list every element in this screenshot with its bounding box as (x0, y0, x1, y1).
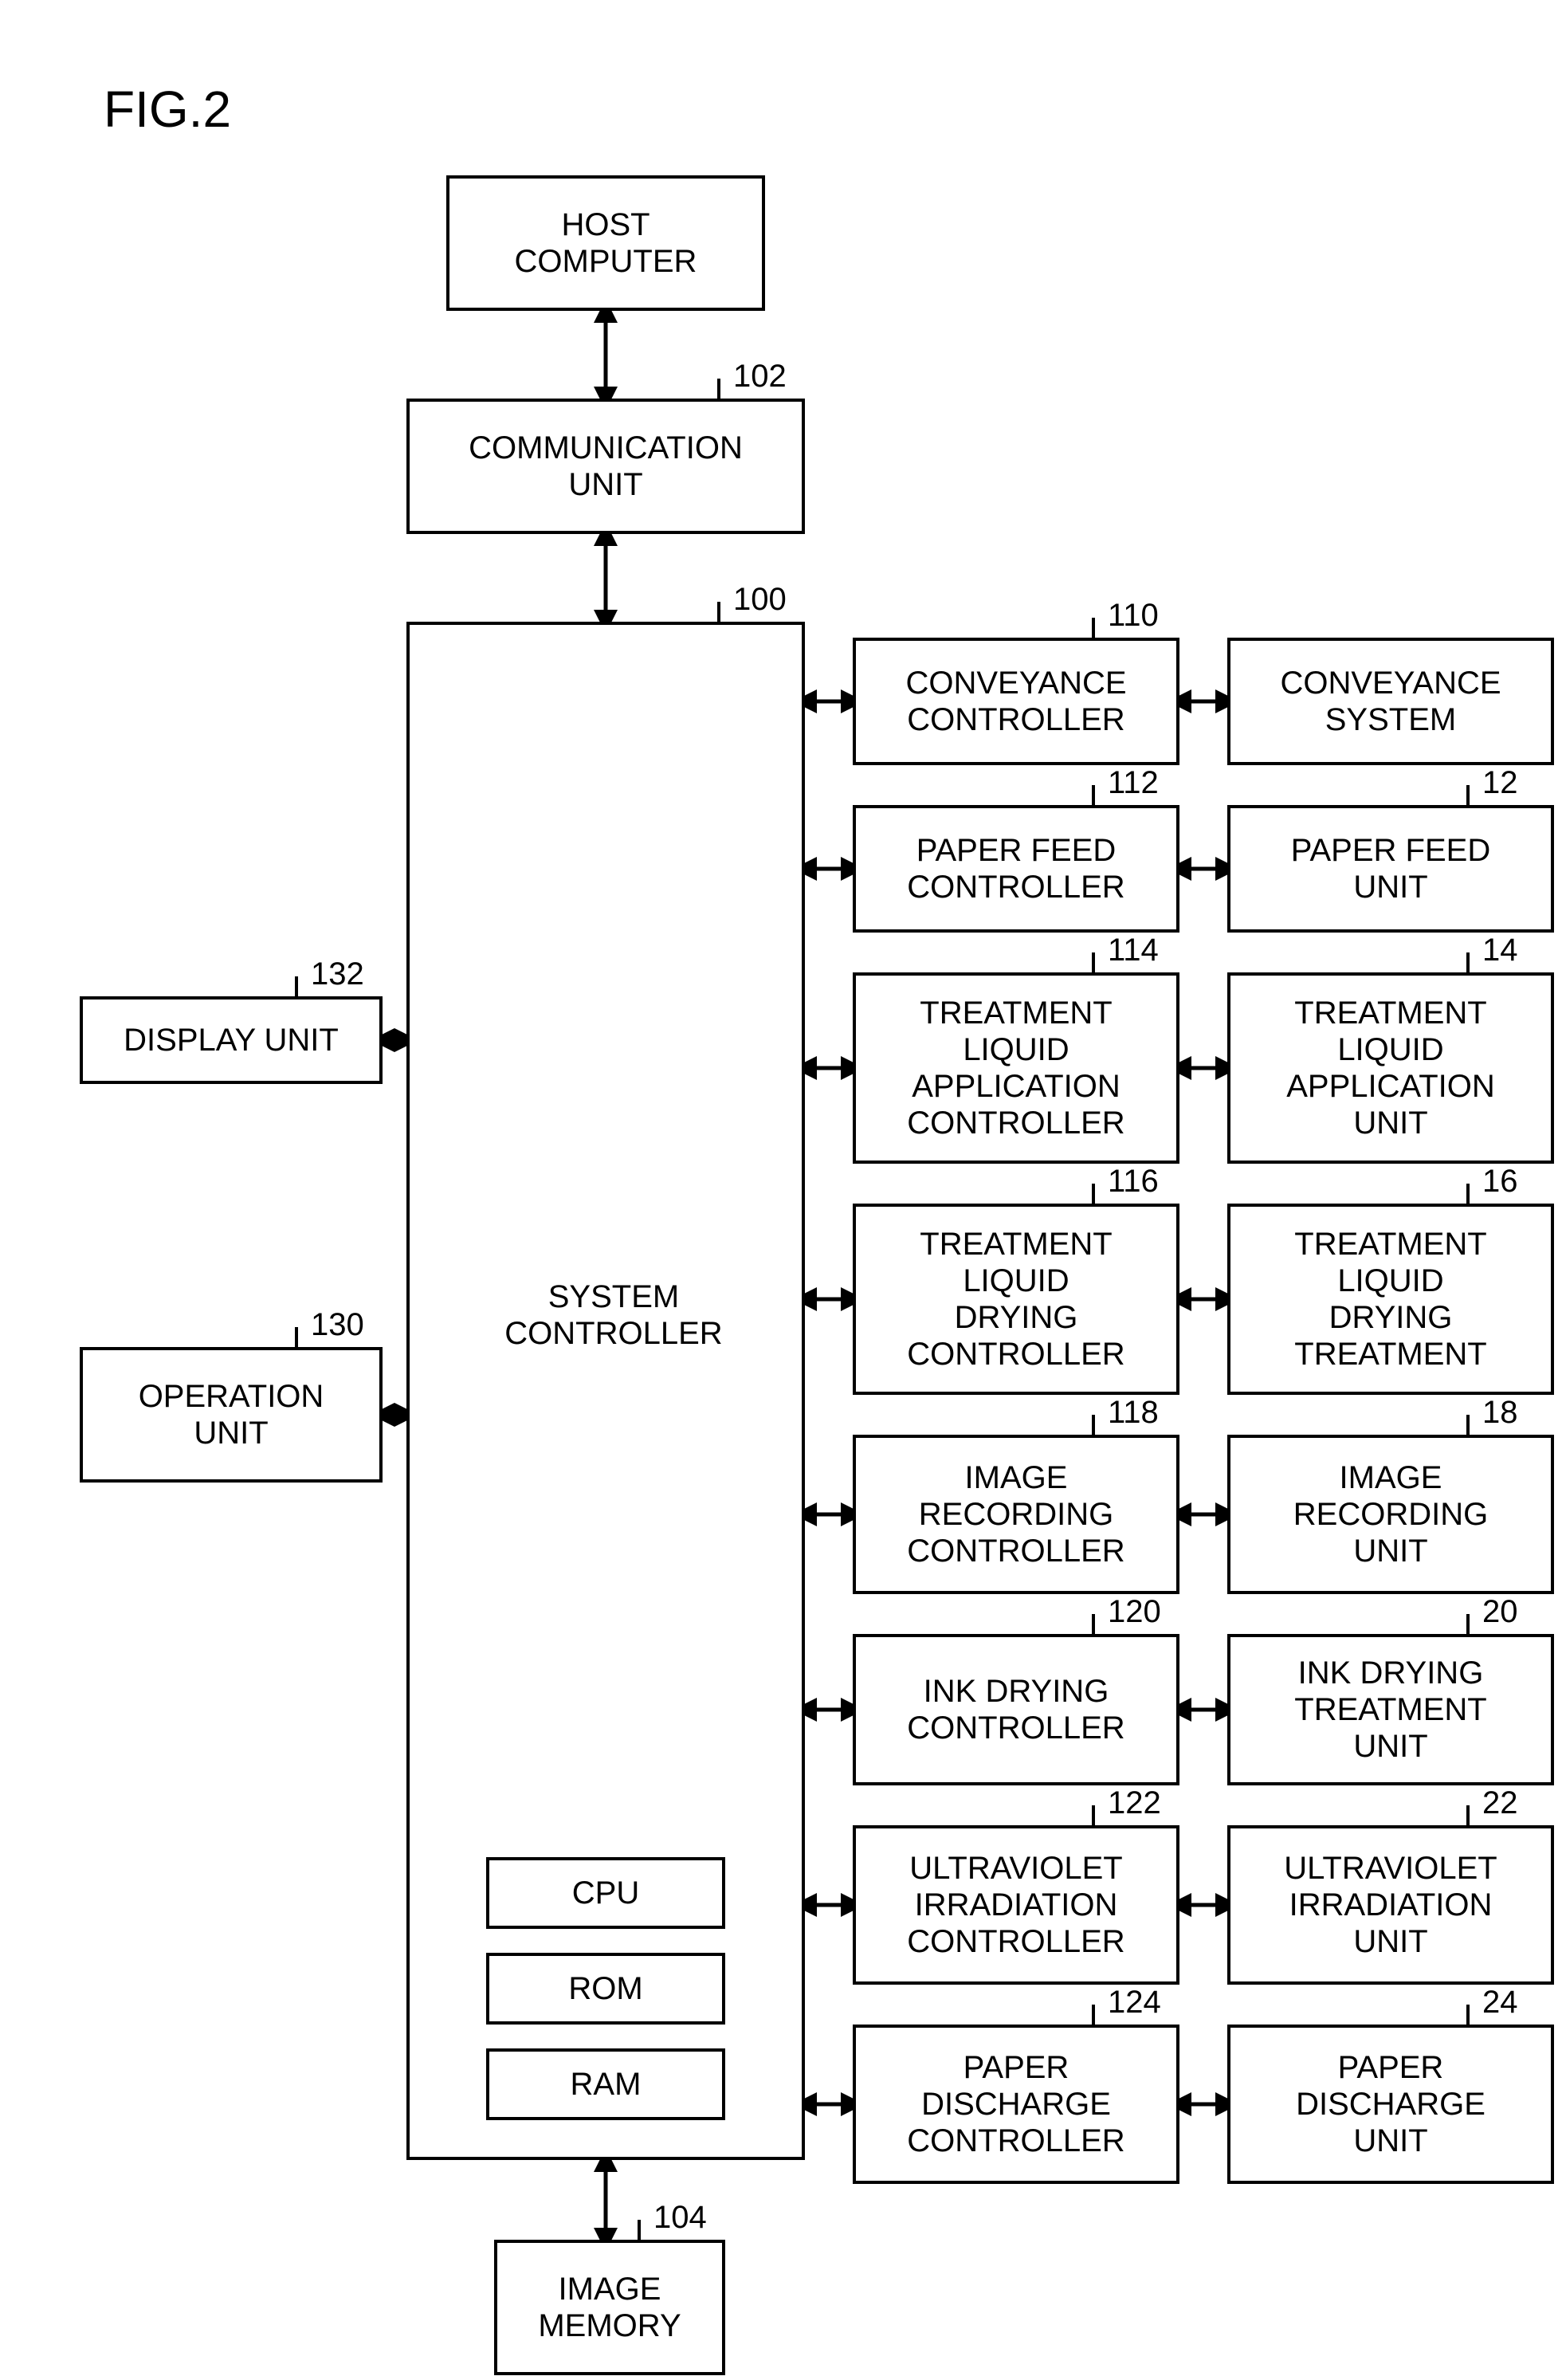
reference-tick (1466, 1805, 1470, 1825)
block-host: HOSTCOMPUTER (446, 175, 765, 311)
reference-tick (1466, 1614, 1470, 1634)
reference-tick (1092, 618, 1095, 638)
reference-tick (717, 602, 720, 622)
block-c124: PAPERDISCHARGECONTROLLER (853, 2025, 1179, 2184)
reference-number: 120 (1108, 1594, 1161, 1630)
reference-number: 118 (1108, 1395, 1159, 1431)
block-u12: PAPER FEEDUNIT (1227, 805, 1554, 933)
reference-number: 24 (1482, 1985, 1518, 2021)
reference-tick (1466, 952, 1470, 972)
block-sys: SYSTEMCONTROLLER (406, 622, 805, 2160)
block-c114: TREATMENTLIQUIDAPPLICATIONCONTROLLER (853, 972, 1179, 1164)
block-u24: PAPERDISCHARGEUNIT (1227, 2025, 1554, 2184)
reference-number: 22 (1482, 1785, 1518, 1821)
reference-tick (1466, 1184, 1470, 1204)
block-operation: OPERATIONUNIT (80, 1347, 383, 1483)
reference-tick (1092, 1415, 1095, 1435)
block-diagram: FIG.2 HOSTCOMPUTER COMMUNICATIONUNIT 102 SY… (32, 32, 1562, 2348)
block-u18: IMAGERECORDINGUNIT (1227, 1435, 1554, 1594)
system-controller-label: SYSTEMCONTROLLER (418, 1278, 810, 1352)
reference-number: 112 (1108, 765, 1159, 801)
reference-number: 102 (733, 359, 787, 395)
reference-tick (1466, 785, 1470, 805)
reference-number: 12 (1482, 765, 1518, 801)
reference-number: 18 (1482, 1395, 1518, 1431)
reference-tick (1092, 2005, 1095, 2025)
block-c120: INK DRYINGCONTROLLER (853, 1634, 1179, 1785)
sys-rom: ROM (486, 1953, 725, 2025)
reference-number: 20 (1482, 1594, 1518, 1630)
reference-tick (295, 1327, 298, 1347)
block-c112: PAPER FEEDCONTROLLER (853, 805, 1179, 933)
block-display: DISPLAY UNIT (80, 996, 383, 1084)
sys-cpu: CPU (486, 1857, 725, 1929)
reference-tick (1092, 1184, 1095, 1204)
block-u110: CONVEYANCESYSTEM (1227, 638, 1554, 765)
reference-tick (638, 2220, 641, 2240)
reference-tick (1092, 785, 1095, 805)
reference-number: 100 (733, 582, 787, 618)
sys-ram: RAM (486, 2048, 725, 2120)
block-u20: INK DRYINGTREATMENTUNIT (1227, 1634, 1554, 1785)
reference-tick (1092, 1805, 1095, 1825)
reference-tick (1092, 1614, 1095, 1634)
reference-number: 110 (1108, 598, 1159, 634)
block-u22: ULTRAVIOLETIRRADIATIONUNIT (1227, 1825, 1554, 1985)
block-comm: COMMUNICATIONUNIT (406, 399, 805, 534)
figure-label: FIG.2 (104, 80, 231, 139)
reference-number: 114 (1108, 933, 1159, 968)
reference-number: 124 (1108, 1985, 1161, 2021)
reference-number: 14 (1482, 933, 1518, 968)
reference-number: 132 (311, 956, 364, 992)
reference-tick (1466, 1415, 1470, 1435)
reference-number: 130 (311, 1307, 364, 1343)
block-c118: IMAGERECORDINGCONTROLLER (853, 1435, 1179, 1594)
reference-number: 122 (1108, 1785, 1161, 1821)
block-c116: TREATMENTLIQUIDDRYINGCONTROLLER (853, 1204, 1179, 1395)
reference-tick (1466, 2005, 1470, 2025)
block-c110: CONVEYANCECONTROLLER (853, 638, 1179, 765)
reference-number: 104 (653, 2200, 707, 2236)
reference-tick (717, 379, 720, 399)
block-u14: TREATMENTLIQUIDAPPLICATIONUNIT (1227, 972, 1554, 1164)
reference-tick (295, 976, 298, 996)
block-u16: TREATMENTLIQUIDDRYINGTREATMENT (1227, 1204, 1554, 1395)
reference-number: 116 (1108, 1164, 1159, 1200)
reference-number: 16 (1482, 1164, 1518, 1200)
reference-tick (1092, 952, 1095, 972)
block-c122: ULTRAVIOLETIRRADIATIONCONTROLLER (853, 1825, 1179, 1985)
block-imgmem: IMAGEMEMORY (494, 2240, 725, 2375)
